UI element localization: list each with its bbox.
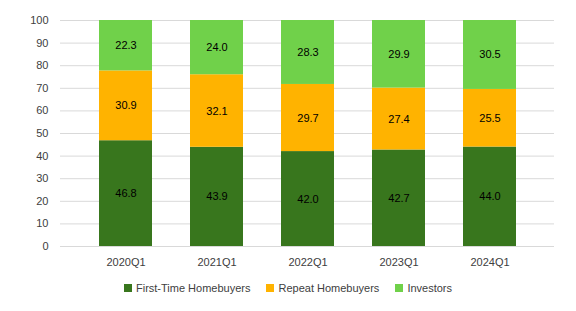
svg-text:28.3: 28.3 <box>297 46 318 58</box>
svg-text:42.7: 42.7 <box>388 192 409 204</box>
svg-text:30.9: 30.9 <box>115 99 136 111</box>
svg-text:2020Q1: 2020Q1 <box>106 256 145 268</box>
svg-text:2023Q1: 2023Q1 <box>379 256 418 268</box>
html-text:First-Time Homebuyers: First-Time Homebuyers <box>136 282 251 294</box>
svg-text:42.0: 42.0 <box>297 193 318 205</box>
svg-text:2022Q1: 2022Q1 <box>288 256 327 268</box>
svg-text:90: 90 <box>36 37 48 49</box>
svg-text:22.3: 22.3 <box>115 39 136 51</box>
svg-text:100: 100 <box>30 14 48 26</box>
svg-text:40: 40 <box>36 150 48 162</box>
svg-text:50: 50 <box>36 127 48 139</box>
svg-text:2024Q1: 2024Q1 <box>470 256 509 268</box>
svg-text:27.4: 27.4 <box>388 113 409 125</box>
svg-text:44.0: 44.0 <box>479 190 500 202</box>
svg-text:60: 60 <box>36 104 48 116</box>
svg-text:30: 30 <box>36 172 48 184</box>
svg-text:46.8: 46.8 <box>115 187 136 199</box>
svg-text:25.5: 25.5 <box>479 112 500 124</box>
html-text:Investors: Investors <box>407 282 452 294</box>
svg-text:2021Q1: 2021Q1 <box>197 256 236 268</box>
svg-text:10: 10 <box>36 217 48 229</box>
svg-text:70: 70 <box>36 82 48 94</box>
svg-text:24.0: 24.0 <box>206 41 227 53</box>
html-text:Repeat Homebuyers: Repeat Homebuyers <box>278 282 380 294</box>
svg-text:32.1: 32.1 <box>206 105 227 117</box>
svg-text:29.9: 29.9 <box>388 48 409 60</box>
svg-text:0: 0 <box>42 240 48 252</box>
svg-text:30.5: 30.5 <box>479 48 500 60</box>
svg-text:43.9: 43.9 <box>206 190 227 202</box>
svg-text:29.7: 29.7 <box>297 112 318 124</box>
svg-text:80: 80 <box>36 59 48 71</box>
svg-text:20: 20 <box>36 195 48 207</box>
